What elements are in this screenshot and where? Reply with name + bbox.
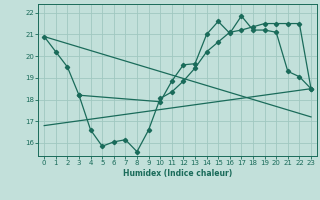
X-axis label: Humidex (Indice chaleur): Humidex (Indice chaleur) bbox=[123, 169, 232, 178]
